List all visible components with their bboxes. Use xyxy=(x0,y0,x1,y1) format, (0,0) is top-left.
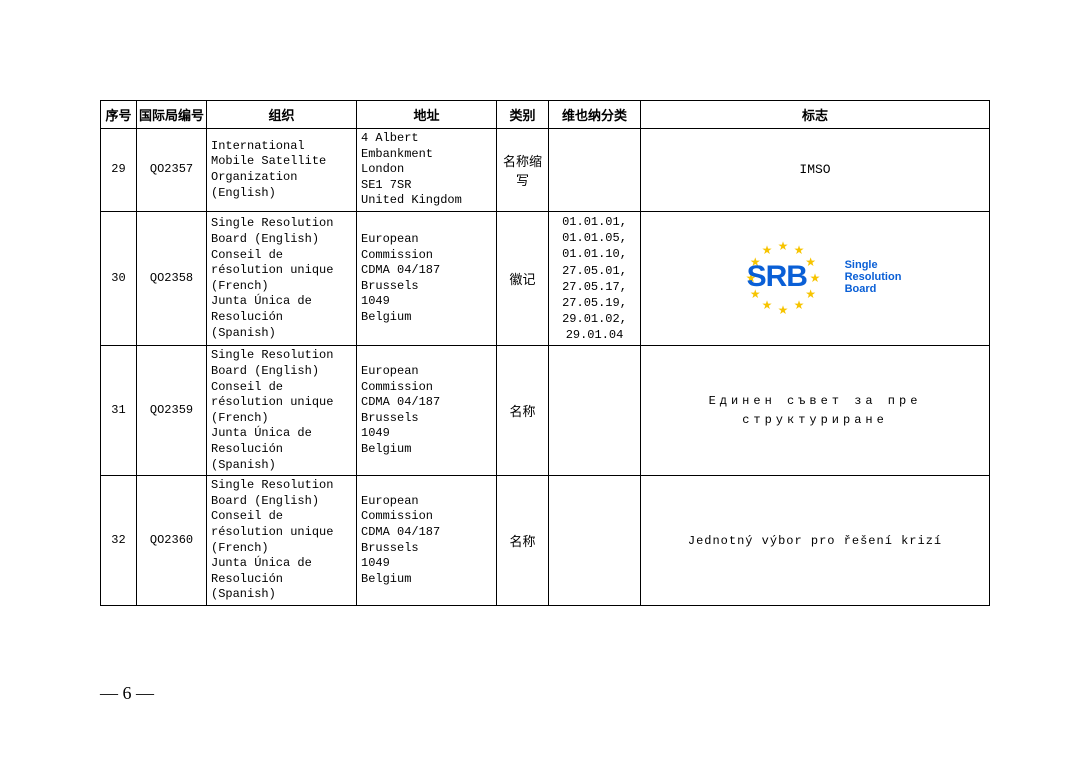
cell-code: QO2360 xyxy=(137,476,207,606)
col-header-addr: 地址 xyxy=(357,101,497,129)
cell-seq: 31 xyxy=(101,346,137,476)
star-icon: ★ xyxy=(762,298,773,313)
table-body: 29 QO2357 International Mobile Satellite… xyxy=(101,129,990,606)
table-row: 32 QO2360 Single Resolution Board (Engli… xyxy=(101,476,990,606)
col-header-org: 组织 xyxy=(207,101,357,129)
star-icon: ★ xyxy=(762,243,773,258)
cell-cat: 徽记 xyxy=(497,211,549,346)
document-page: 序号 国际局编号 组织 地址 类别 维也纳分类 标志 29 QO2357 Int… xyxy=(0,0,1080,764)
srb-side-text: SingleResolutionBoard xyxy=(845,259,902,295)
cell-vienna xyxy=(549,346,641,476)
cell-cat: 名称缩写 xyxy=(497,129,549,212)
srb-logo: ★★★★★★★★★★★★ SRB SingleResolutionBoard xyxy=(729,242,902,312)
cell-org: International Mobile Satellite Organizat… xyxy=(207,129,357,212)
cell-seq: 32 xyxy=(101,476,137,606)
star-icon: ★ xyxy=(778,303,789,318)
star-icon: ★ xyxy=(778,239,789,254)
cell-cat: 名称 xyxy=(497,346,549,476)
logo-text: Единен съвет за преструктуриране xyxy=(645,392,985,430)
table-header-row: 序号 国际局编号 组织 地址 类别 维也纳分类 标志 xyxy=(101,101,990,129)
srb-acronym: SRB xyxy=(747,260,807,294)
col-header-seq: 序号 xyxy=(101,101,137,129)
cell-code: QO2358 xyxy=(137,211,207,346)
logo-text: IMSO xyxy=(645,162,985,177)
cell-cat: 名称 xyxy=(497,476,549,606)
cell-org: Single Resolution Board (English)Conseil… xyxy=(207,211,357,346)
data-table: 序号 国际局编号 组织 地址 类别 维也纳分类 标志 29 QO2357 Int… xyxy=(100,100,990,606)
cell-vienna: 01.01.01,01.01.05,01.01.10,27.05.01,27.0… xyxy=(549,211,641,346)
cell-addr: 4 Albert EmbankmentLondonSE1 7SRUnited K… xyxy=(357,129,497,212)
cell-seq: 29 xyxy=(101,129,137,212)
cell-vienna xyxy=(549,476,641,606)
cell-org: Single Resolution Board (English)Conseil… xyxy=(207,476,357,606)
star-icon: ★ xyxy=(810,271,821,286)
cell-addr: European CommissionCDMA 04/187Brussels10… xyxy=(357,346,497,476)
table-row: 31 QO2359 Single Resolution Board (Engli… xyxy=(101,346,990,476)
page-number: — 6 — xyxy=(100,683,154,704)
cell-logo: ★★★★★★★★★★★★ SRB SingleResolutionBoard xyxy=(641,211,990,346)
cell-logo: IMSO xyxy=(641,129,990,212)
col-header-logo: 标志 xyxy=(641,101,990,129)
col-header-code: 国际局编号 xyxy=(137,101,207,129)
cell-code: QO2357 xyxy=(137,129,207,212)
cell-org: Single Resolution Board (English)Conseil… xyxy=(207,346,357,476)
star-icon: ★ xyxy=(794,298,805,313)
logo-text: Jednotný výbor pro řešení krizí xyxy=(645,534,985,548)
cell-addr: European CommissionCDMA 04/187Brussels10… xyxy=(357,211,497,346)
col-header-vienna: 维也纳分类 xyxy=(549,101,641,129)
cell-vienna xyxy=(549,129,641,212)
srb-star-ring: ★★★★★★★★★★★★ SRB xyxy=(729,242,839,312)
col-header-cat: 类别 xyxy=(497,101,549,129)
cell-code: QO2359 xyxy=(137,346,207,476)
cell-addr: European CommissionCDMA 04/187Brussels10… xyxy=(357,476,497,606)
table-row: 30 QO2358 Single Resolution Board (Engli… xyxy=(101,211,990,346)
table-row: 29 QO2357 International Mobile Satellite… xyxy=(101,129,990,212)
star-icon: ★ xyxy=(794,243,805,258)
cell-logo: Jednotný výbor pro řešení krizí xyxy=(641,476,990,606)
cell-logo: Единен съвет за преструктуриране xyxy=(641,346,990,476)
cell-seq: 30 xyxy=(101,211,137,346)
